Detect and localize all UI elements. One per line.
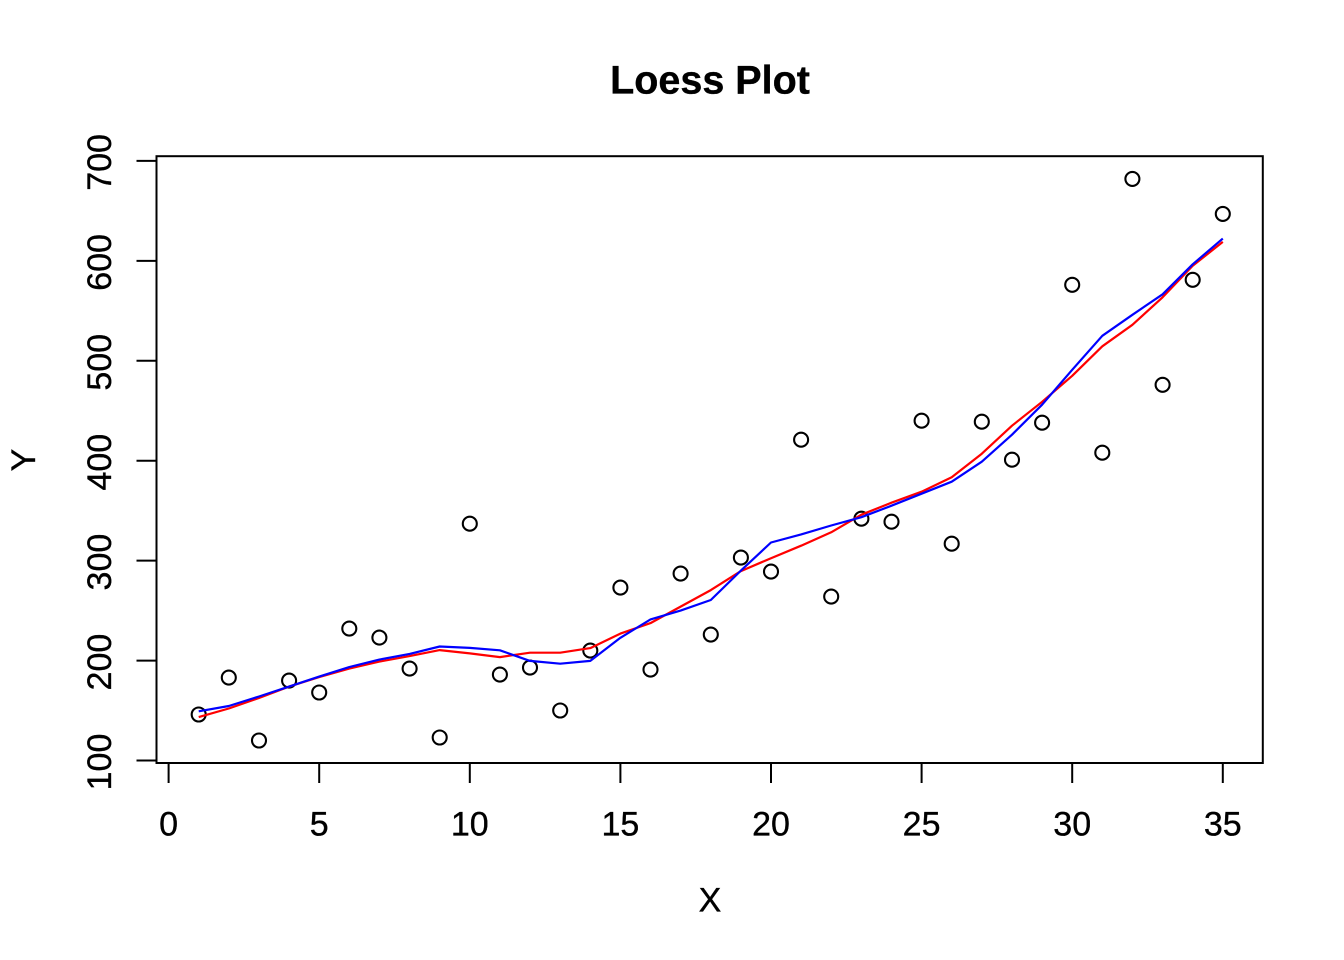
svg-text:300: 300	[81, 534, 119, 591]
svg-text:400: 400	[81, 434, 119, 491]
svg-text:30: 30	[1053, 805, 1091, 843]
svg-text:0: 0	[159, 805, 178, 843]
svg-text:Y: Y	[5, 449, 43, 472]
svg-text:5: 5	[310, 805, 329, 843]
svg-text:Loess Plot: Loess Plot	[610, 58, 810, 102]
svg-text:35: 35	[1204, 805, 1242, 843]
svg-text:100: 100	[81, 734, 119, 791]
svg-text:20: 20	[752, 805, 790, 843]
svg-text:600: 600	[81, 234, 119, 291]
svg-text:15: 15	[601, 805, 639, 843]
svg-text:200: 200	[81, 634, 119, 691]
svg-text:25: 25	[903, 805, 941, 843]
svg-text:X: X	[699, 881, 722, 919]
svg-text:500: 500	[81, 334, 119, 391]
svg-text:10: 10	[451, 805, 489, 843]
svg-text:700: 700	[81, 134, 119, 191]
